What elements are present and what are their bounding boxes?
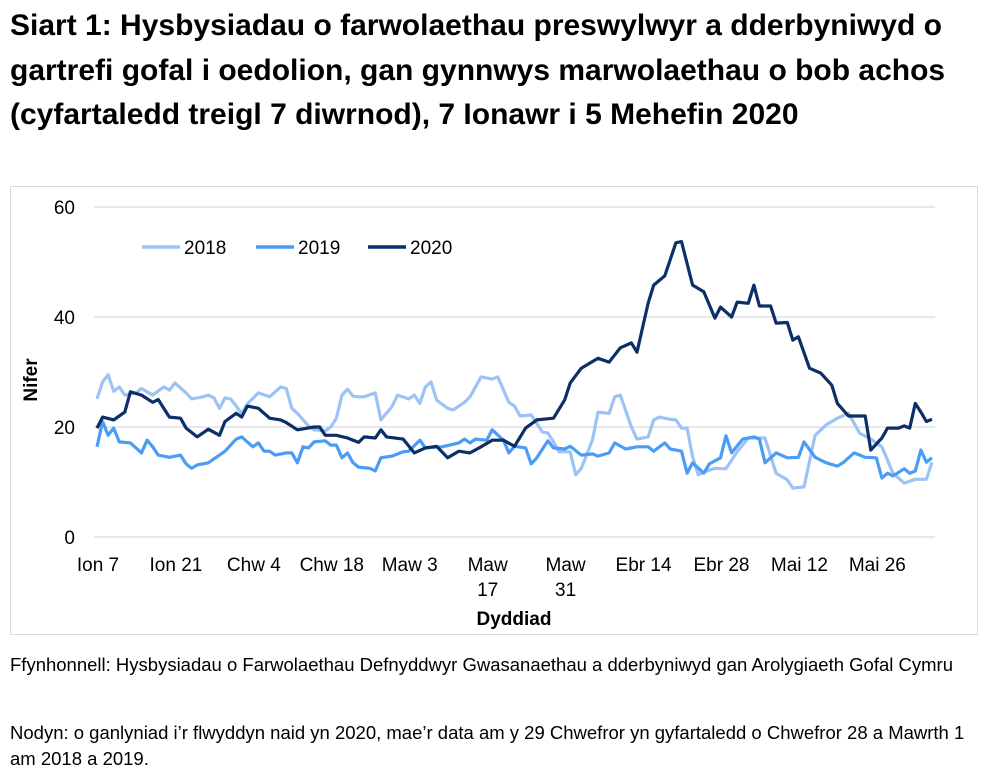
series-line-2018 bbox=[95, 373, 934, 490]
x-tick-label: 17 bbox=[477, 580, 498, 601]
y-axis-label: Nifer bbox=[21, 358, 42, 402]
legend-label-2020: 2020 bbox=[410, 238, 452, 259]
source-note: Ffynhonnell: Hysbysiadau o Farwolaethau … bbox=[10, 654, 953, 675]
x-tick-label: 31 bbox=[555, 580, 576, 601]
y-tick-label: 40 bbox=[54, 308, 75, 329]
x-tick-label: Ebr 28 bbox=[693, 555, 749, 576]
x-tick-label: Ion 7 bbox=[77, 555, 119, 576]
x-tick-label: Mai 12 bbox=[771, 555, 828, 576]
chart-title: Siart 1: Hysbysiadau o farwolaethau pres… bbox=[10, 9, 946, 131]
x-tick-label: Ion 21 bbox=[150, 555, 203, 576]
y-tick-label: 20 bbox=[54, 418, 75, 439]
x-tick-label: Maw bbox=[546, 555, 586, 576]
x-tick-label: Maw bbox=[468, 555, 508, 576]
chart-area bbox=[10, 186, 978, 635]
x-tick-label: Chw 18 bbox=[300, 555, 364, 576]
y-tick-label: 60 bbox=[54, 198, 75, 219]
x-tick-label: Chw 4 bbox=[227, 555, 281, 576]
legend-label-2018: 2018 bbox=[184, 238, 226, 259]
y-tick-label: 0 bbox=[64, 528, 75, 549]
line-chart: 0 20 40 60 Ion 7 Ion 21 Chw 4 Chw 18 Maw 3 Maw 17 M… bbox=[21, 198, 935, 630]
legend-label-2019: 2019 bbox=[298, 238, 340, 259]
x-tick-label: Maw 3 bbox=[382, 555, 438, 576]
series-line-2019 bbox=[95, 419, 933, 480]
x-tick-label: Ebr 14 bbox=[616, 555, 672, 576]
x-axis-label: Dyddiad bbox=[477, 609, 552, 630]
footnote: Nodyn: o ganlyniad i’r flwyddyn naid yn … bbox=[10, 722, 965, 769]
x-tick-label: Mai 26 bbox=[849, 555, 906, 576]
series-line-2020 bbox=[95, 240, 933, 460]
